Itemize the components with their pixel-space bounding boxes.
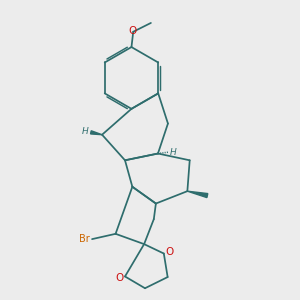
Polygon shape bbox=[91, 131, 102, 135]
Text: O: O bbox=[128, 26, 137, 36]
Text: H: H bbox=[169, 148, 176, 157]
Polygon shape bbox=[188, 191, 208, 198]
Text: Br: Br bbox=[79, 234, 90, 244]
Text: O: O bbox=[116, 273, 124, 283]
Text: H: H bbox=[82, 127, 88, 136]
Text: O: O bbox=[165, 247, 173, 257]
